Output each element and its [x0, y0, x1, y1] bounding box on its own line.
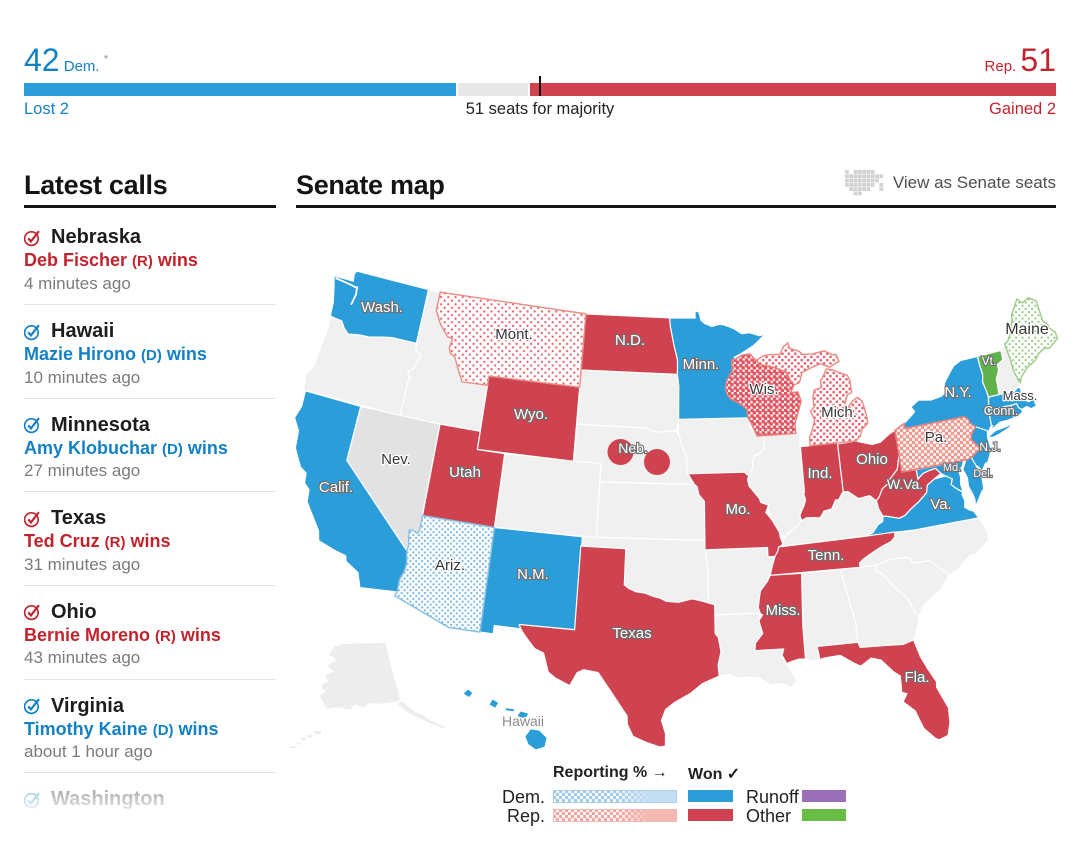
svg-text:Del.: Del. [973, 468, 993, 480]
svg-text:Conn.: Conn. [984, 403, 1019, 418]
svg-text:Calif.: Calif. [319, 479, 353, 496]
svg-text:Ariz.: Ariz. [435, 557, 465, 574]
svg-text:Neb.: Neb. [618, 440, 648, 456]
svg-text:Wis.: Wis. [749, 381, 778, 398]
svg-text:Ind.: Ind. [807, 465, 832, 482]
svg-text:Pa.: Pa. [925, 429, 948, 446]
svg-text:Texas: Texas [612, 625, 651, 642]
svg-text:Nev.: Nev. [381, 451, 411, 468]
svg-text:W.Va.: W.Va. [887, 476, 923, 492]
svg-text:Mass.: Mass. [1003, 388, 1038, 403]
svg-text:Ohio: Ohio [856, 451, 888, 468]
svg-text:Utah: Utah [449, 464, 481, 481]
svg-text:Minn.: Minn. [683, 356, 720, 373]
svg-text:N.Y.: N.Y. [944, 384, 971, 401]
svg-text:Va.: Va. [930, 496, 951, 513]
svg-text:Hawaii: Hawaii [502, 713, 544, 729]
svg-text:Vt.: Vt. [982, 354, 997, 368]
svg-text:Maine: Maine [1005, 321, 1049, 338]
svg-text:Tenn.: Tenn. [808, 547, 845, 564]
svg-text:Mo.: Mo. [725, 501, 750, 518]
svg-text:N.D.: N.D. [615, 332, 645, 349]
svg-text:Mont.: Mont. [495, 326, 533, 343]
svg-text:N.M.: N.M. [517, 566, 549, 583]
svg-text:Fla.: Fla. [904, 669, 929, 686]
svg-text:Wyo.: Wyo. [514, 406, 548, 423]
svg-text:Wash.: Wash. [361, 299, 403, 316]
svg-text:Md.: Md. [943, 462, 961, 474]
svg-text:Miss.: Miss. [766, 602, 801, 619]
svg-text:Mich.: Mich. [821, 404, 857, 421]
svg-text:N.J.: N.J. [979, 440, 1000, 454]
